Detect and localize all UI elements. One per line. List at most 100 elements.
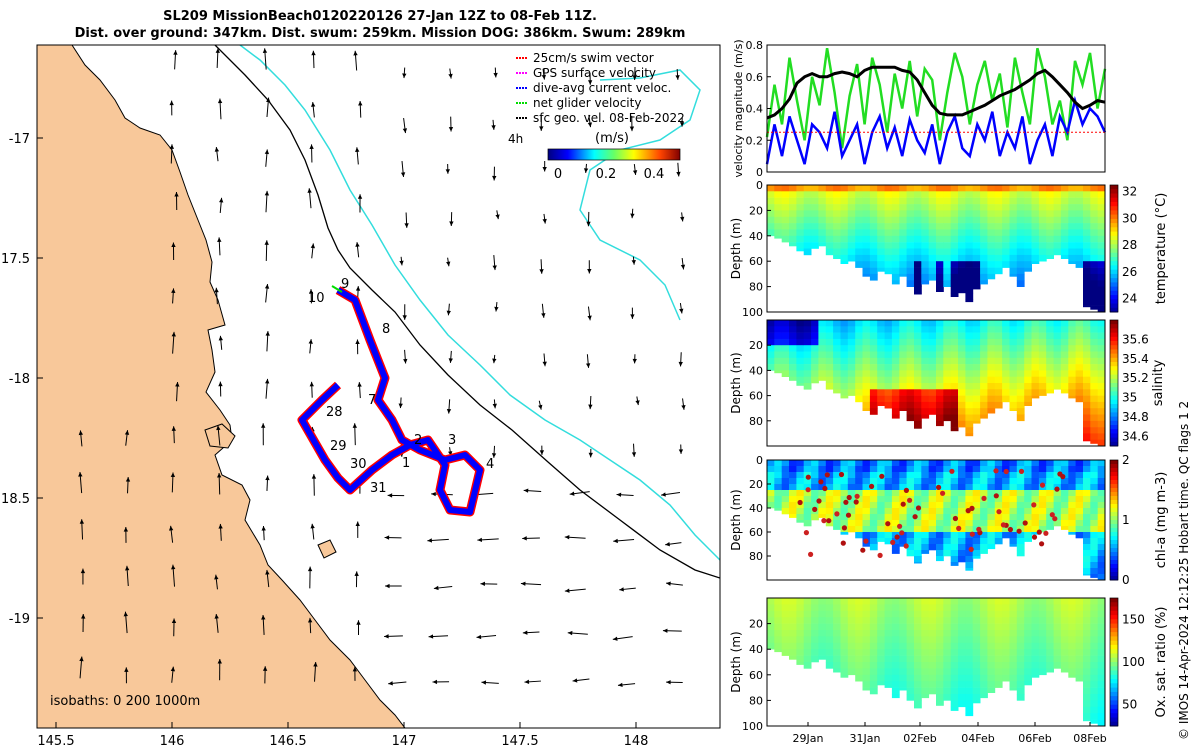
heatmap-cell [840,389,849,396]
heatmap-cell [1068,668,1077,676]
heatmap-cell [1009,496,1018,503]
heatmap-cell [1024,623,1032,631]
colorbar-label: chl-a (mg m-3) [1154,472,1169,569]
heatmap-cell [1031,630,1040,637]
heatmap-cell [1009,466,1018,473]
heatmap-cell [899,210,908,217]
heatmap-cell [869,687,878,695]
heatmap-cell [774,332,783,340]
heatmap-cell [943,191,952,198]
heatmap-cell [1031,254,1040,262]
heatmap-cell [1097,216,1106,224]
heatmap-cell [1024,636,1032,644]
heatmap-cell [965,414,974,422]
velocity-arrow-head [217,237,222,243]
heatmap-cell [950,261,959,268]
y-tick-label: 60 [749,669,763,682]
heatmap-cell [906,610,915,618]
heatmap-cell [1053,332,1062,340]
heatmap-cell [1002,210,1010,217]
velocity-arrow-head [680,264,686,270]
heatmap-cell [965,408,974,415]
heatmap-cell [928,532,937,539]
heatmap-cell [847,204,856,211]
heatmap-cell [877,326,885,333]
heatmap-cell [994,338,1003,346]
heatmap-cell [803,623,812,631]
heatmap-cell [891,223,900,230]
heatmap-cell [1097,550,1106,557]
velocity-arrow-head [264,149,270,155]
heatmap-cell [1031,357,1040,365]
heatmap-cell [914,395,922,403]
heatmap-cell [1046,326,1054,333]
heatmap-cell [1016,383,1025,390]
heatmap-cell [774,508,783,511]
heatmap-cell [936,345,944,352]
heatmap-cell [796,460,805,467]
heatmap-cell [950,197,959,205]
heatmap-cell [796,242,805,249]
heatmap-cell [1090,538,1099,545]
colorbar-tick-label: 32 [1122,185,1137,199]
heatmap-cell [1046,617,1054,624]
heatmap-cell [1009,383,1018,390]
heatmap-cell [906,538,915,545]
heatmap-cell [1075,223,1084,230]
heatmap-cell [1002,514,1010,521]
heatmap-cell [972,320,981,327]
velocity-arrow-head [431,491,436,497]
legend-label: 25cm/s swim vector [533,51,654,65]
heatmap-cell [1060,389,1069,394]
heatmap-cell [1090,197,1099,205]
heatmap-cell [1075,604,1084,612]
heatmap-cell [1090,185,1099,192]
colorbar-label: Ox. sat. ratio (%) [1154,607,1169,718]
heatmap-cell [928,668,937,676]
heatmap-cell [965,351,974,359]
heatmap-cell [928,538,937,545]
colorbar-cell [1110,623,1118,629]
heatmap-cell [833,484,841,491]
chl-sample-dot [903,543,909,549]
heatmap-cell [936,668,944,676]
heatmap-cell [1016,526,1025,533]
heatmap-cell [958,345,966,352]
heatmap-cell [862,338,871,346]
heatmap-cell [855,636,863,644]
heatmap-cell [994,472,1003,479]
colorbar-cell [1110,544,1118,549]
colorbar-tick-label: 35.4 [1122,352,1149,366]
heatmap-cell [1031,662,1040,669]
heatmap-cell [899,242,908,249]
heatmap-cell [774,630,783,637]
heatmap-cell [1075,242,1084,249]
heatmap-cell [789,185,797,192]
heatmap-cell [1002,254,1010,262]
heatmap-cell [1090,439,1099,444]
heatmap-cell [862,484,871,491]
heatmap-cell [789,617,797,624]
heatmap-cell [833,320,841,327]
heatmap-cell [899,254,908,262]
heatmap-cell [980,216,988,224]
colorbar-cell [1110,345,1118,350]
heatmap-cell [1068,490,1077,497]
heatmap-cell [891,490,900,497]
heatmap-cell [855,526,863,533]
heatmap-cell [1097,649,1106,656]
heatmap-cell [921,630,930,637]
heatmap-cell [796,662,805,665]
heatmap-cell [987,478,996,485]
colorbar-cell [1110,606,1118,612]
heatmap-cell [928,370,937,377]
heatmap-cell [1009,223,1018,230]
heatmap-cell [1009,538,1018,545]
heatmap-cell [803,383,812,390]
heatmap-cell [877,216,885,224]
velocity-arrow-head [123,527,129,532]
heatmap-cell [1002,332,1010,340]
heatmap-cell [840,357,849,365]
heatmap-cell [789,466,797,473]
heatmap-cell [936,389,944,396]
